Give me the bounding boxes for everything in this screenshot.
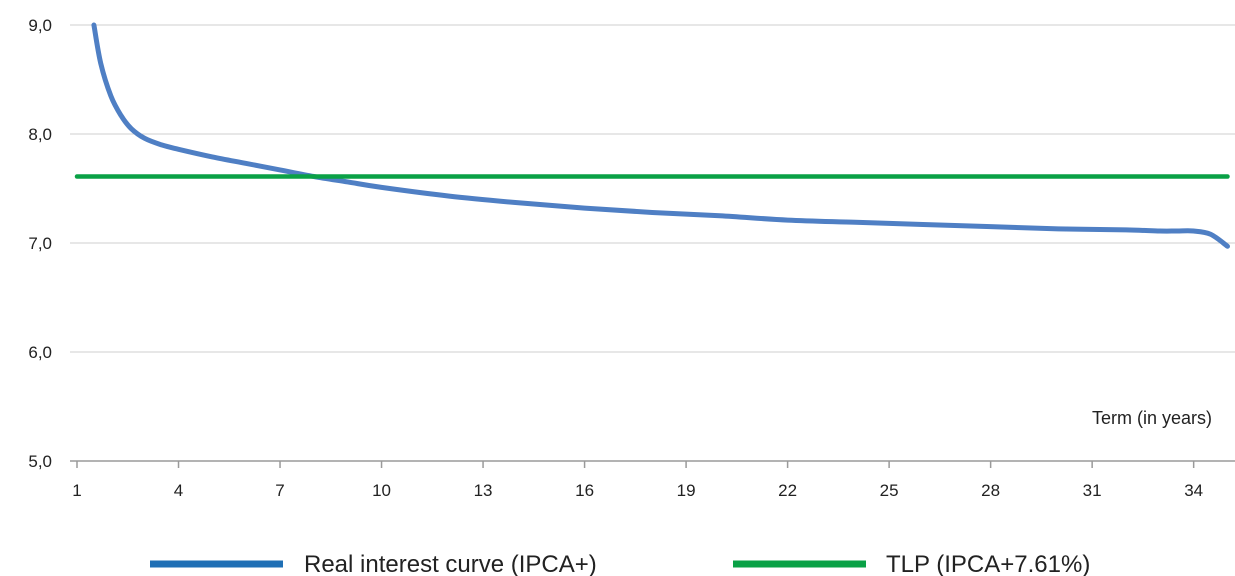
y-axis: 9,0 8,0 7,0 6,0 5,0 [28, 16, 52, 471]
y-tick-label: 8,0 [28, 125, 52, 144]
x-tick-label: 31 [1083, 481, 1102, 500]
series-line-real-interest [91, 22, 1230, 249]
x-tick-label: 28 [981, 481, 1000, 500]
x-tick-label: 1 [72, 481, 81, 500]
y-tick-label: 9,0 [28, 16, 52, 35]
x-tick-label: 16 [575, 481, 594, 500]
series-layer [74, 22, 1230, 249]
legend: Real interest curve (IPCA+) TLP (IPCA+7.… [150, 551, 1090, 576]
legend-label-real-interest: Real interest curve (IPCA+) [304, 551, 597, 576]
x-tick-label: 4 [174, 481, 183, 500]
legend-label-tlp: TLP (IPCA+7.61%) [886, 551, 1090, 576]
x-axis-title: Term (in years) [1092, 408, 1212, 428]
x-tick-label: 25 [880, 481, 899, 500]
x-axis: 1 4 7 10 13 16 19 22 25 28 31 34 [72, 461, 1203, 500]
y-tick-label: 5,0 [28, 452, 52, 471]
y-tick-label: 7,0 [28, 234, 52, 253]
x-tick-label: 10 [372, 481, 391, 500]
y-tick-label: 6,0 [28, 343, 52, 362]
x-tick-label: 19 [677, 481, 696, 500]
x-tick-label: 22 [778, 481, 797, 500]
x-tick-label: 13 [474, 481, 493, 500]
grid [70, 24, 1235, 462]
x-tick-label: 7 [275, 481, 284, 500]
x-tick-label: 34 [1184, 481, 1203, 500]
